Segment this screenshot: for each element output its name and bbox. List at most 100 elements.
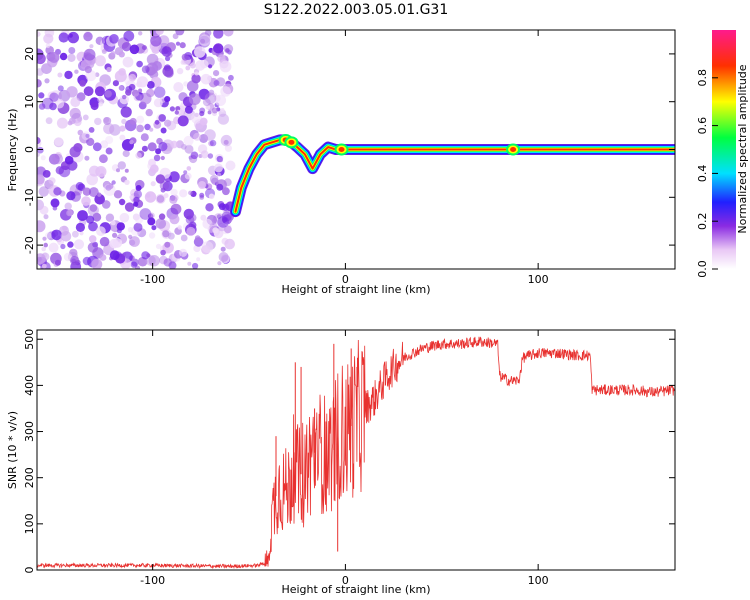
noise-blob (112, 233, 117, 238)
noise-blob (200, 60, 209, 69)
noise-blob (208, 64, 212, 68)
noise-blob (58, 85, 64, 91)
noise-blob (66, 191, 75, 200)
noise-blob (150, 35, 161, 46)
noise-blob (129, 195, 133, 199)
noise-blob (221, 247, 226, 252)
noise-blob (164, 96, 170, 102)
noise-blob (158, 114, 166, 122)
noise-blob (102, 49, 107, 54)
noise-blob (158, 142, 167, 151)
noise-blob (84, 49, 96, 61)
x-tick-label: -100 (140, 574, 165, 587)
y-tick-label: 20 (23, 47, 36, 61)
noise-blob (161, 46, 171, 56)
noise-blob (185, 66, 190, 71)
noise-blob (205, 93, 217, 105)
noise-blob (53, 187, 61, 195)
noise-blob (164, 120, 171, 127)
noise-blob (53, 206, 58, 211)
noise-blob (148, 142, 157, 151)
noise-blob (119, 126, 125, 132)
noise-blob (48, 177, 55, 184)
noise-blob (190, 63, 196, 69)
noise-blob (117, 228, 122, 233)
noise-blob (218, 114, 229, 125)
spectrogram-y-label: Frequency (Hz) (6, 109, 19, 192)
noise-blob (35, 253, 46, 264)
noise-blob (46, 44, 51, 49)
noise-blob (219, 158, 223, 162)
noise-blob (97, 97, 103, 103)
noise-blob (100, 254, 107, 261)
noise-blob (83, 32, 92, 41)
noise-blob (43, 243, 48, 248)
noise-blob (195, 72, 199, 76)
noise-blob (201, 150, 209, 158)
noise-blob (154, 155, 161, 162)
noise-blob (178, 115, 189, 126)
noise-blob (130, 45, 140, 55)
y-tick-label: 500 (23, 329, 36, 350)
noise-blob (188, 213, 197, 222)
noise-blob (93, 142, 102, 151)
noise-blob (44, 78, 49, 83)
noise-blob (40, 206, 49, 215)
noise-blob (110, 250, 120, 260)
noise-blob (42, 98, 54, 110)
noise-blob (150, 25, 161, 36)
noise-blob (140, 93, 152, 105)
noise-blob (95, 55, 106, 66)
noise-blob (138, 31, 142, 35)
noise-blob (131, 262, 137, 268)
noise-blob (156, 174, 165, 183)
noise-blob (162, 230, 169, 237)
noise-blob (94, 118, 101, 125)
noise-blob (169, 196, 177, 204)
noise-blob (68, 121, 73, 126)
noise-blob (119, 51, 125, 57)
noise-blob (159, 213, 165, 219)
ridge-peak-core (510, 147, 516, 152)
noise-blob (46, 117, 53, 124)
noise-blob (91, 102, 99, 110)
y-tick-label: -10 (23, 188, 36, 206)
noise-blob (89, 187, 99, 197)
noise-blob (35, 31, 40, 36)
noise-blob (161, 128, 167, 134)
noise-blob (199, 193, 204, 198)
colorbar-gradient (712, 30, 736, 269)
noise-blob (216, 184, 223, 191)
ridge-peak-core (288, 140, 294, 145)
noise-blob (195, 235, 201, 241)
noise-blob (125, 169, 129, 173)
colorbar-tick-label: 0.4 (696, 165, 709, 183)
noise-blob (201, 74, 212, 85)
noise-blob (202, 241, 214, 253)
noise-blob (37, 147, 44, 154)
x-tick-label: -100 (140, 273, 165, 286)
noise-blob (179, 189, 187, 197)
noise-blob (123, 150, 130, 157)
noise-blob (88, 242, 98, 252)
noise-blob (217, 261, 221, 265)
noise-blob (70, 97, 80, 107)
noise-blob (125, 89, 131, 95)
noise-blob (83, 115, 89, 121)
noise-blob (205, 203, 213, 211)
noise-blob (45, 232, 52, 239)
noise-blob (54, 137, 63, 146)
noise-blob (217, 216, 229, 228)
snr-line (37, 337, 675, 568)
noise-blob (121, 119, 126, 124)
noise-blob (65, 156, 74, 165)
noise-blob (123, 31, 134, 42)
noise-blob (224, 27, 234, 37)
noise-blob (214, 163, 223, 172)
noise-blob (89, 44, 93, 48)
noise-blob (34, 220, 46, 232)
snr-y-label: SNR (10 * v/v) (6, 411, 19, 489)
ridge-peak-core (339, 147, 345, 152)
noise-blob (145, 191, 156, 202)
